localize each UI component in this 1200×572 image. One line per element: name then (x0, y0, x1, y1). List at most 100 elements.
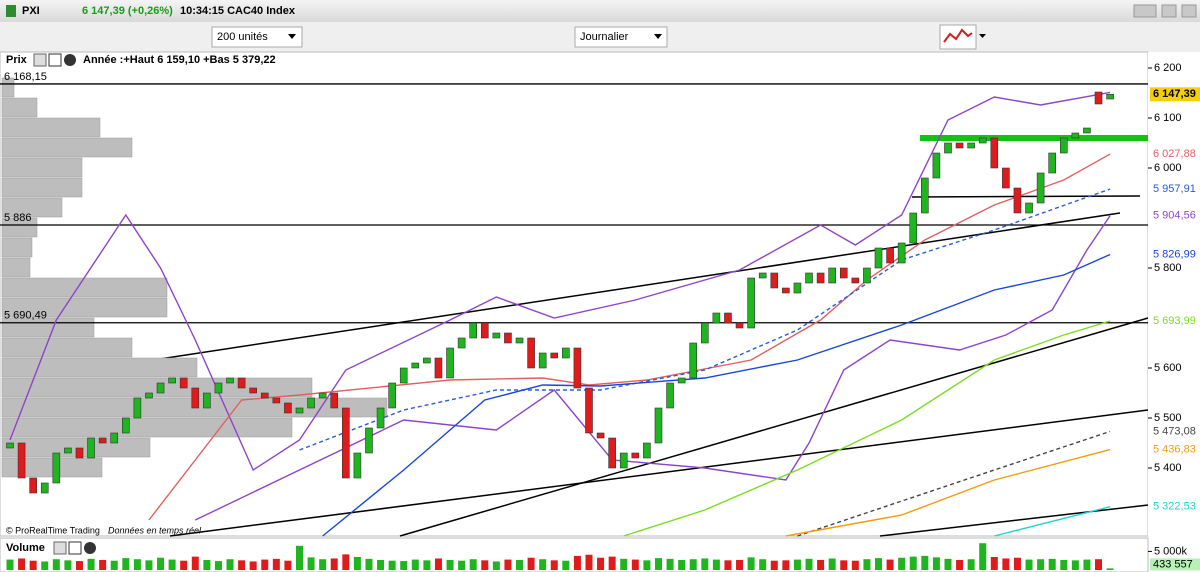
chart-icon[interactable] (6, 5, 16, 17)
candle (203, 392, 211, 409)
volume-profile-bar (1, 77, 15, 98)
candle (909, 212, 918, 244)
candle (411, 362, 420, 369)
volume-bar (191, 556, 199, 570)
panel-tool[interactable] (53, 541, 67, 555)
volume-bar (1060, 559, 1068, 570)
volume-bar (342, 554, 350, 570)
volume-bar (944, 558, 952, 570)
candle (469, 322, 478, 339)
dropdown-arrow (654, 34, 662, 39)
panel-window[interactable] (48, 53, 62, 67)
volume-profile-bar (1, 417, 293, 438)
panel-summary: Année :+Haut 6 159,10 +Bas 5 379,22 (83, 54, 276, 66)
indicator-line (785, 448, 1111, 537)
indicator-value: 5 904,56 (1153, 210, 1196, 222)
volume-bar (1037, 559, 1045, 570)
volume-bar (1048, 558, 1056, 570)
volume-bar (64, 560, 72, 570)
candle (863, 267, 871, 284)
window-button[interactable] (1133, 4, 1157, 18)
volume-bar (214, 561, 222, 570)
last-price-box (1150, 87, 1200, 102)
candle (434, 357, 443, 379)
candle (480, 322, 489, 339)
candle (330, 392, 339, 409)
volume-bar (168, 559, 176, 570)
candle (226, 377, 234, 384)
candle (677, 377, 686, 384)
volume-bar (400, 561, 408, 570)
volume-bar (492, 561, 500, 570)
volume-bar (249, 561, 257, 570)
panel-tool[interactable] (33, 53, 47, 67)
volume-bar (990, 556, 998, 570)
chart-layer: 6 168,15 5 886 5 690,49 (0, 71, 1148, 537)
y-tick-label: 5 500 (1154, 412, 1182, 424)
volume-bar (18, 558, 26, 570)
trend-line (169, 409, 1149, 537)
panel-close[interactable] (64, 54, 76, 66)
candle (573, 347, 582, 389)
indicator-line (797, 430, 1111, 537)
indicator-line (322, 253, 1111, 537)
volume-bar (1095, 559, 1103, 570)
candle (874, 247, 883, 269)
panel-close[interactable] (84, 542, 96, 554)
candle (955, 142, 964, 149)
candle (666, 382, 674, 409)
indicator-value: 5 436,83 (1153, 443, 1196, 455)
candle (758, 272, 767, 279)
volume-bar (967, 559, 975, 570)
candle (122, 417, 130, 434)
volume-bar (736, 559, 744, 570)
y-tick-label: 5 600 (1154, 362, 1182, 374)
candle (249, 387, 257, 394)
candle (1048, 152, 1056, 174)
candle (1025, 202, 1033, 214)
candle (712, 312, 721, 324)
volume-bar (539, 559, 547, 570)
chart-style-icon (943, 28, 973, 43)
volume-bar (469, 559, 477, 570)
y-tick-label: 6 200 (1154, 62, 1182, 74)
period-dropdown[interactable] (574, 26, 668, 48)
indicator-value: 6 027,88 (1153, 148, 1196, 160)
window-button[interactable] (1161, 4, 1177, 18)
candle (990, 137, 999, 169)
volume-bar (110, 560, 118, 570)
panel-window[interactable] (68, 541, 82, 555)
indicator-value: 5 957,91 (1153, 183, 1196, 195)
volume-bar (527, 557, 535, 570)
volume-profile-bar (1, 277, 168, 298)
volume-bar (180, 560, 188, 570)
volume-bar (330, 558, 338, 570)
candle (110, 432, 119, 444)
volume-bar (504, 559, 512, 570)
units-dropdown[interactable] (211, 26, 303, 48)
candle (318, 392, 327, 399)
candle (538, 352, 547, 369)
units-label: 200 unités (217, 31, 268, 43)
candle (527, 337, 535, 369)
candle (932, 152, 941, 179)
chart-style-button[interactable] (939, 24, 977, 50)
dropdown-arrow (979, 34, 986, 38)
level-label: 5 690,49 (4, 310, 47, 322)
volume-bar (458, 560, 466, 570)
indicator-line (9, 91, 1111, 472)
candle (446, 347, 454, 379)
price-axis (1148, 52, 1200, 536)
volume-bar (29, 560, 37, 570)
volume-profile-bar (1, 357, 198, 378)
candle (423, 357, 431, 364)
volume-bar (99, 559, 107, 570)
candle (492, 332, 501, 339)
volume-bar (886, 559, 894, 570)
volume-bar (157, 557, 165, 570)
candle (75, 447, 84, 459)
window-button[interactable] (1181, 4, 1197, 18)
volume-profile-bar (1, 197, 63, 218)
volume-bar (689, 559, 697, 570)
candle (596, 432, 605, 439)
